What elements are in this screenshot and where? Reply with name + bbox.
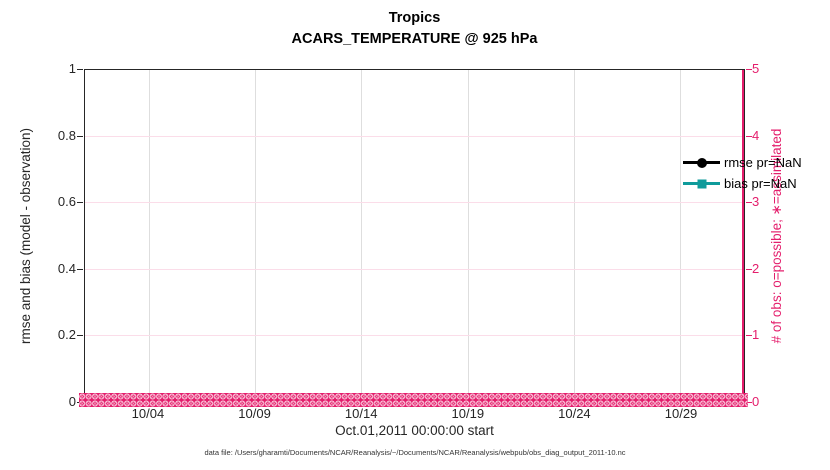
x-tick-label: 10/29 bbox=[664, 406, 698, 421]
x-gridline bbox=[467, 70, 469, 401]
right-y-tick-label: 1 bbox=[752, 327, 760, 343]
x-tick-label: 10/04 bbox=[131, 406, 165, 421]
left-y-tick-label: 0.8 bbox=[57, 127, 76, 143]
left-axis-tick bbox=[77, 335, 83, 337]
left-y-tick-label: 0.4 bbox=[57, 260, 76, 276]
legend-line bbox=[683, 179, 720, 188]
right-axis-tick bbox=[746, 335, 752, 337]
right-y-tick-label: 4 bbox=[752, 127, 760, 143]
plot-area: rmse pr=NaN bias pr=NaN bbox=[84, 69, 802, 402]
right-axis-tick bbox=[746, 402, 752, 403]
obs-count-marker-band bbox=[79, 393, 748, 407]
legend-item-label: bias pr=NaN bbox=[724, 176, 797, 191]
data-file-caption: data file: /Users/gharamti/Documents/NCA… bbox=[204, 448, 626, 457]
x-tick-label: 10/19 bbox=[451, 406, 485, 421]
left-axis-tick bbox=[77, 268, 83, 270]
x-gridline bbox=[255, 70, 257, 401]
x-gridline bbox=[361, 70, 363, 401]
y-gridline bbox=[85, 202, 744, 204]
y-gridline bbox=[85, 334, 744, 336]
right-axis-tick bbox=[746, 69, 752, 70]
left-y-tick-label: 0.2 bbox=[57, 327, 76, 343]
x-axis-label: Oct.01,2011 00:00:00 start bbox=[335, 423, 494, 438]
title-region: Tropics bbox=[388, 10, 441, 26]
left-y-axis-label: rmse and bias (model - observation) bbox=[18, 127, 33, 345]
right-axis-tick bbox=[746, 135, 752, 137]
x-gridline bbox=[680, 70, 682, 401]
left-y-tick-label: 0 bbox=[68, 394, 76, 409]
right-axis-tick bbox=[746, 268, 752, 270]
right-axis-tick bbox=[746, 202, 752, 204]
plot-titles: Tropics ACARS_TEMPERATURE @ 925 hPa bbox=[84, 8, 745, 50]
right-axis-spine bbox=[742, 70, 744, 401]
legend-marker-square bbox=[697, 179, 706, 188]
x-tick-label: 10/14 bbox=[344, 406, 378, 421]
legend-item: rmse pr=NaN bbox=[683, 152, 802, 173]
obs-markers-pattern bbox=[79, 393, 748, 407]
x-gridline bbox=[148, 70, 150, 401]
left-y-tick-label: 0.6 bbox=[57, 194, 76, 210]
legend-item: bias pr=NaN bbox=[683, 173, 802, 194]
legend-marker-circle bbox=[696, 157, 707, 168]
left-axis-tick bbox=[77, 69, 83, 70]
right-y-axis-label: # of obs: o=possible; ∗=assimilated bbox=[769, 128, 784, 344]
left-axis-tick bbox=[77, 135, 83, 137]
x-tick-label: 10/24 bbox=[558, 406, 591, 421]
legend: rmse pr=NaN bias pr=NaN bbox=[683, 152, 802, 194]
right-y-tick-label: 2 bbox=[752, 260, 760, 276]
legend-line bbox=[683, 157, 720, 168]
right-y-tick-label: 5 bbox=[752, 61, 760, 76]
x-tick-label: 10/09 bbox=[238, 406, 271, 421]
y-gridline bbox=[85, 268, 744, 270]
left-axis-tick bbox=[77, 202, 83, 204]
right-y-tick-label: 0 bbox=[752, 394, 760, 409]
legend-item-label: rmse pr=NaN bbox=[724, 155, 802, 170]
left-y-tick-label: 1 bbox=[68, 61, 76, 76]
y-gridline bbox=[85, 136, 744, 138]
x-gridline bbox=[573, 70, 575, 401]
title-variable-level: ACARS_TEMPERATURE @ 925 hPa bbox=[291, 31, 538, 47]
right-y-tick-label: 3 bbox=[752, 194, 760, 210]
